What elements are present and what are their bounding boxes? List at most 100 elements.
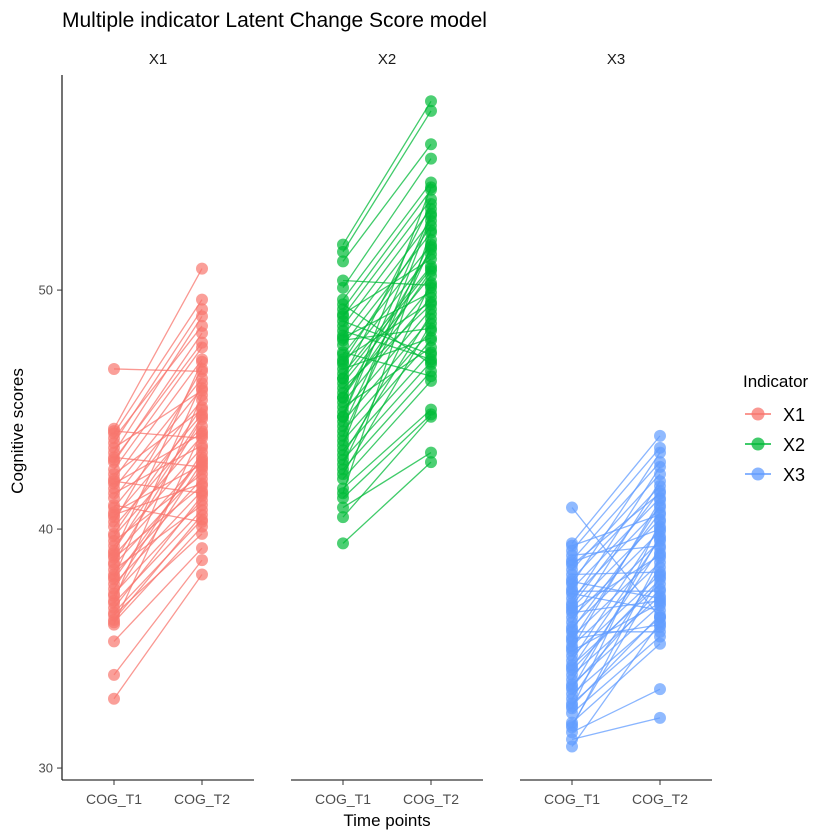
series-line <box>113 559 203 676</box>
data-point <box>425 95 437 108</box>
facet-label: X2 <box>378 51 396 68</box>
data-point <box>196 310 208 323</box>
series-line <box>113 485 203 559</box>
series-line <box>113 368 203 372</box>
data-point <box>425 152 437 165</box>
data-point <box>196 554 208 567</box>
data-point <box>566 539 578 552</box>
data-point <box>196 568 208 581</box>
data-point <box>566 740 578 753</box>
x-tick-label: COG_T1 <box>315 791 371 807</box>
series-line <box>113 416 203 551</box>
facet-x1: X1 COG_T1 COG_T2 <box>62 51 254 807</box>
series-line <box>571 435 661 544</box>
data-point <box>654 549 666 562</box>
data-point <box>425 456 437 469</box>
series-line <box>342 416 432 518</box>
data-point <box>654 711 666 724</box>
legend-label: X2 <box>783 435 805 455</box>
data-point <box>654 475 666 488</box>
series-line <box>113 399 203 508</box>
facet-x2: X2 COG_T1 COG_T2 <box>291 51 483 807</box>
series-line <box>571 447 661 551</box>
series-line <box>113 463 203 513</box>
data-point <box>425 307 437 320</box>
legend-title: Indicator <box>743 372 809 391</box>
data-point <box>337 410 349 423</box>
series-line <box>113 473 203 542</box>
series-line <box>113 547 203 642</box>
data-point <box>425 138 437 151</box>
series-line <box>342 100 432 246</box>
data-point <box>654 506 666 519</box>
data-point <box>108 362 120 375</box>
data-point <box>337 429 349 442</box>
data-point <box>108 453 120 466</box>
series-line <box>113 299 203 434</box>
data-point <box>566 719 578 732</box>
data-point <box>108 468 120 481</box>
data-point <box>425 296 437 309</box>
data-point <box>566 623 578 636</box>
data-point <box>108 692 120 705</box>
legend-key-point <box>751 467 765 481</box>
series-line <box>113 519 203 614</box>
data-point <box>654 446 666 459</box>
series-line <box>342 182 432 301</box>
series-line <box>342 380 432 480</box>
series-line <box>571 540 661 628</box>
data-point <box>337 245 349 258</box>
y-axis-title: Cognitive scores <box>8 368 27 494</box>
x-tick-label: COG_T1 <box>544 791 600 807</box>
series-line <box>571 545 661 557</box>
series-line <box>342 452 432 509</box>
data-point <box>196 336 208 349</box>
data-point <box>654 429 666 442</box>
data-point <box>196 499 208 512</box>
y-tick-label: 40 <box>39 522 53 537</box>
series-points <box>108 262 208 705</box>
series-line <box>113 435 203 537</box>
series-line <box>113 452 203 590</box>
series-line <box>113 574 203 700</box>
series-line <box>571 554 661 611</box>
series-line <box>571 466 661 604</box>
x-tick-label: COG_T2 <box>174 791 230 807</box>
data-point <box>425 224 437 237</box>
series-line <box>113 387 203 499</box>
data-point <box>337 334 349 347</box>
data-point <box>108 515 120 528</box>
series-line <box>571 511 661 630</box>
data-point <box>654 494 666 507</box>
series-line <box>571 578 661 671</box>
series-line <box>342 244 432 356</box>
series-line <box>342 282 432 465</box>
data-point <box>337 537 349 550</box>
series-line <box>342 143 432 262</box>
series-line <box>113 430 203 439</box>
y-axis: 30 40 50 <box>39 75 63 780</box>
data-point <box>196 542 208 555</box>
series-line <box>342 301 432 360</box>
data-point <box>196 403 208 416</box>
data-point <box>566 680 578 693</box>
series-line <box>342 337 432 370</box>
data-point <box>108 589 120 602</box>
data-point <box>108 441 120 454</box>
data-point <box>196 319 208 332</box>
data-point <box>425 331 437 344</box>
data-point <box>108 668 120 681</box>
series-line <box>113 325 203 439</box>
data-point <box>425 446 437 459</box>
data-point <box>566 501 578 514</box>
series-line <box>342 370 432 470</box>
series-line <box>571 592 661 611</box>
data-point <box>337 501 349 514</box>
data-point <box>566 599 578 612</box>
series-line <box>113 418 203 563</box>
series-line <box>113 430 203 625</box>
series-line <box>571 492 661 566</box>
data-point <box>566 699 578 712</box>
series-lines <box>342 100 432 544</box>
